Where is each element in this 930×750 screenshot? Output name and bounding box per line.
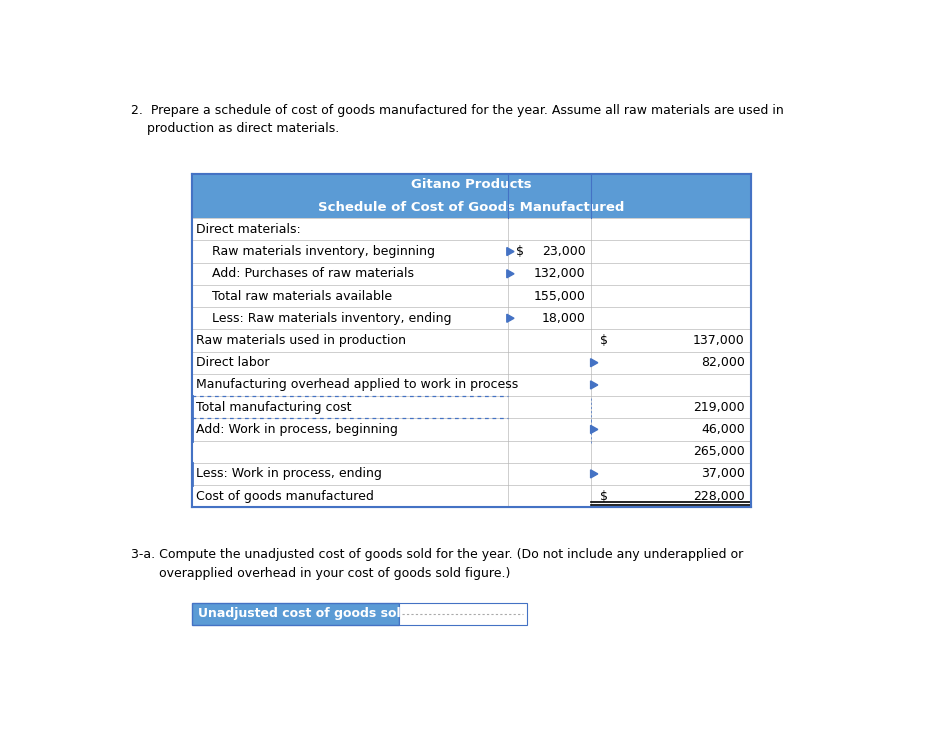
Text: 18,000: 18,000 bbox=[541, 312, 586, 325]
Text: Less: Raw materials inventory, ending: Less: Raw materials inventory, ending bbox=[212, 312, 452, 325]
Text: 132,000: 132,000 bbox=[534, 267, 586, 280]
Text: $: $ bbox=[600, 490, 608, 502]
Text: Add: Purchases of raw materials: Add: Purchases of raw materials bbox=[212, 267, 414, 280]
Text: 23,000: 23,000 bbox=[542, 245, 586, 258]
Text: 265,000: 265,000 bbox=[693, 446, 745, 458]
Text: Total raw materials available: Total raw materials available bbox=[212, 290, 392, 302]
Bar bbox=[399, 602, 527, 625]
Polygon shape bbox=[591, 425, 598, 433]
Bar bbox=[192, 241, 751, 262]
Text: Schedule of Cost of Goods Manufactured: Schedule of Cost of Goods Manufactured bbox=[318, 200, 624, 214]
Text: Cost of goods manufactured: Cost of goods manufactured bbox=[196, 490, 374, 502]
Text: Manufacturing overhead applied to work in process: Manufacturing overhead applied to work i… bbox=[196, 379, 519, 392]
Bar bbox=[192, 285, 751, 308]
Text: Gitano Products: Gitano Products bbox=[411, 178, 532, 191]
Text: Less: Work in process, ending: Less: Work in process, ending bbox=[196, 467, 382, 481]
Text: 228,000: 228,000 bbox=[693, 490, 745, 502]
Polygon shape bbox=[507, 270, 514, 278]
Text: Add: Work in process, beginning: Add: Work in process, beginning bbox=[196, 423, 398, 436]
Bar bbox=[192, 262, 751, 285]
Text: Raw materials used in production: Raw materials used in production bbox=[196, 334, 406, 347]
Text: 3-a. Compute the unadjusted cost of goods sold for the year. (Do not include any: 3-a. Compute the unadjusted cost of good… bbox=[130, 548, 743, 580]
Bar bbox=[192, 374, 751, 396]
Bar bbox=[192, 308, 751, 329]
Text: Unadjusted cost of goods sold: Unadjusted cost of goods sold bbox=[198, 608, 409, 620]
Bar bbox=[192, 218, 751, 241]
Bar bbox=[192, 174, 751, 196]
Bar bbox=[192, 463, 751, 485]
Text: $: $ bbox=[516, 245, 525, 258]
Text: $: $ bbox=[600, 334, 608, 347]
Text: Raw materials inventory, beginning: Raw materials inventory, beginning bbox=[212, 245, 435, 258]
Bar bbox=[192, 174, 751, 507]
Polygon shape bbox=[591, 381, 598, 389]
Text: 2.  Prepare a schedule of cost of goods manufactured for the year. Assume all ra: 2. Prepare a schedule of cost of goods m… bbox=[130, 104, 783, 136]
Text: 137,000: 137,000 bbox=[693, 334, 745, 347]
Text: 82,000: 82,000 bbox=[701, 356, 745, 369]
Polygon shape bbox=[591, 358, 598, 367]
Bar bbox=[192, 396, 751, 418]
Bar bbox=[192, 196, 751, 218]
Text: 46,000: 46,000 bbox=[701, 423, 745, 436]
Polygon shape bbox=[591, 470, 598, 478]
Bar bbox=[192, 602, 399, 625]
Bar bbox=[192, 440, 751, 463]
Bar bbox=[192, 485, 751, 507]
Polygon shape bbox=[507, 314, 514, 322]
Text: 37,000: 37,000 bbox=[701, 467, 745, 481]
Bar bbox=[192, 419, 751, 440]
Bar bbox=[192, 352, 751, 374]
Text: Direct labor: Direct labor bbox=[196, 356, 270, 369]
Polygon shape bbox=[507, 248, 514, 256]
Text: 219,000: 219,000 bbox=[693, 400, 745, 414]
Text: Total manufacturing cost: Total manufacturing cost bbox=[196, 400, 352, 414]
Text: Direct materials:: Direct materials: bbox=[196, 223, 301, 236]
Bar bbox=[192, 329, 751, 352]
Text: 155,000: 155,000 bbox=[534, 290, 586, 302]
